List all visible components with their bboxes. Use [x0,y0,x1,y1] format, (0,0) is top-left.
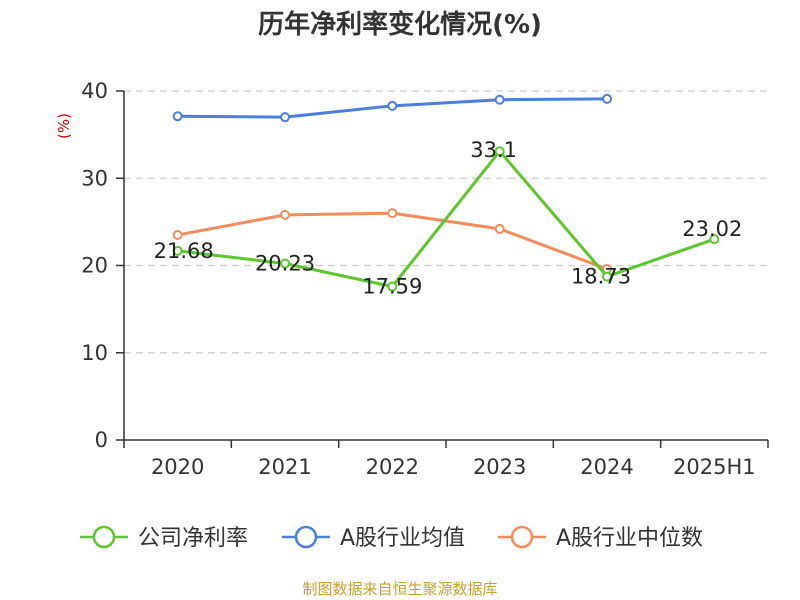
data-labels: 21.68 20.23 17.59 33.1 18.73 23.02 [154,138,743,298]
y-tick-label-0: 0 [95,428,108,452]
legend-marker-3 [510,525,534,549]
series-3 [172,208,612,274]
series-1 [172,146,720,292]
legend[interactable]: 公司净利率 A股行业均值 A股行业中位数 [80,525,703,551]
legend-marker-2 [294,525,318,549]
series-2-point-2024[interactable] [602,93,612,104]
legend-label-2: A股行业均值 [340,526,465,551]
series-1-point-2024[interactable] [602,271,612,282]
data-label-2023: 33.1 [470,138,517,162]
data-label-2024: 18.73 [571,265,631,289]
series-1-point-2023[interactable] [494,146,505,157]
x-tick-label-2022: 2022 [366,455,419,479]
x-tick-label-2024: 2024 [580,455,633,479]
series-2-point-2020[interactable] [172,111,183,122]
series-3-line [177,211,608,271]
x-tick-label-2020: 2020 [151,455,204,479]
chart-title: 历年净利率变化情况(%) [258,9,542,40]
y-tick-label-40: 40 [81,79,108,103]
data-label-2021: 20.23 [255,251,315,275]
series-3-point-2021[interactable] [280,209,290,220]
series-3-point-2020[interactable] [172,229,183,240]
x-tick-label-2025H1: 2025H1 [673,455,756,479]
axes: 0 10 20 30 40 2020 2021 2022 2023 2024 2025H1 [81,79,769,479]
y-tick-label-30: 30 [81,166,108,190]
series-3-point-2023[interactable] [494,223,505,234]
series-layer [172,93,720,292]
series-2-point-2021[interactable] [280,112,290,123]
legend-label-3: A股行业中位数 [556,526,703,551]
data-label-2022: 17.59 [362,275,422,299]
series-2 [172,93,612,123]
series-1-point-2020[interactable] [172,245,183,256]
series-2-point-2022[interactable] [387,100,398,111]
y-tick-label-10: 10 [81,341,108,365]
source-note: 制图数据来自恒生聚源数据库 [302,580,497,598]
x-tick-label-2023: 2023 [473,455,526,479]
series-1-point-2025H1[interactable] [709,234,720,245]
series-1-line [177,149,715,289]
x-tick-label-2021: 2021 [258,455,311,479]
series-1-point-2022[interactable] [387,281,398,292]
legend-label-1: 公司净利率 [138,526,248,551]
legend-item-2[interactable]: A股行业均值 [282,525,465,551]
series-2-point-2023[interactable] [494,94,505,105]
data-label-2020: 21.68 [154,239,214,263]
legend-marker-1 [92,525,116,549]
y-axis-label: (%) [55,113,73,139]
series-3-point-2022[interactable] [387,208,398,219]
legend-item-1[interactable]: 公司净利率 [80,525,248,551]
data-label-2025H1: 23.02 [682,217,742,241]
series-1-point-2021[interactable] [280,258,290,269]
legend-item-3[interactable]: A股行业中位数 [498,525,703,551]
y-tick-label-20: 20 [81,254,108,278]
